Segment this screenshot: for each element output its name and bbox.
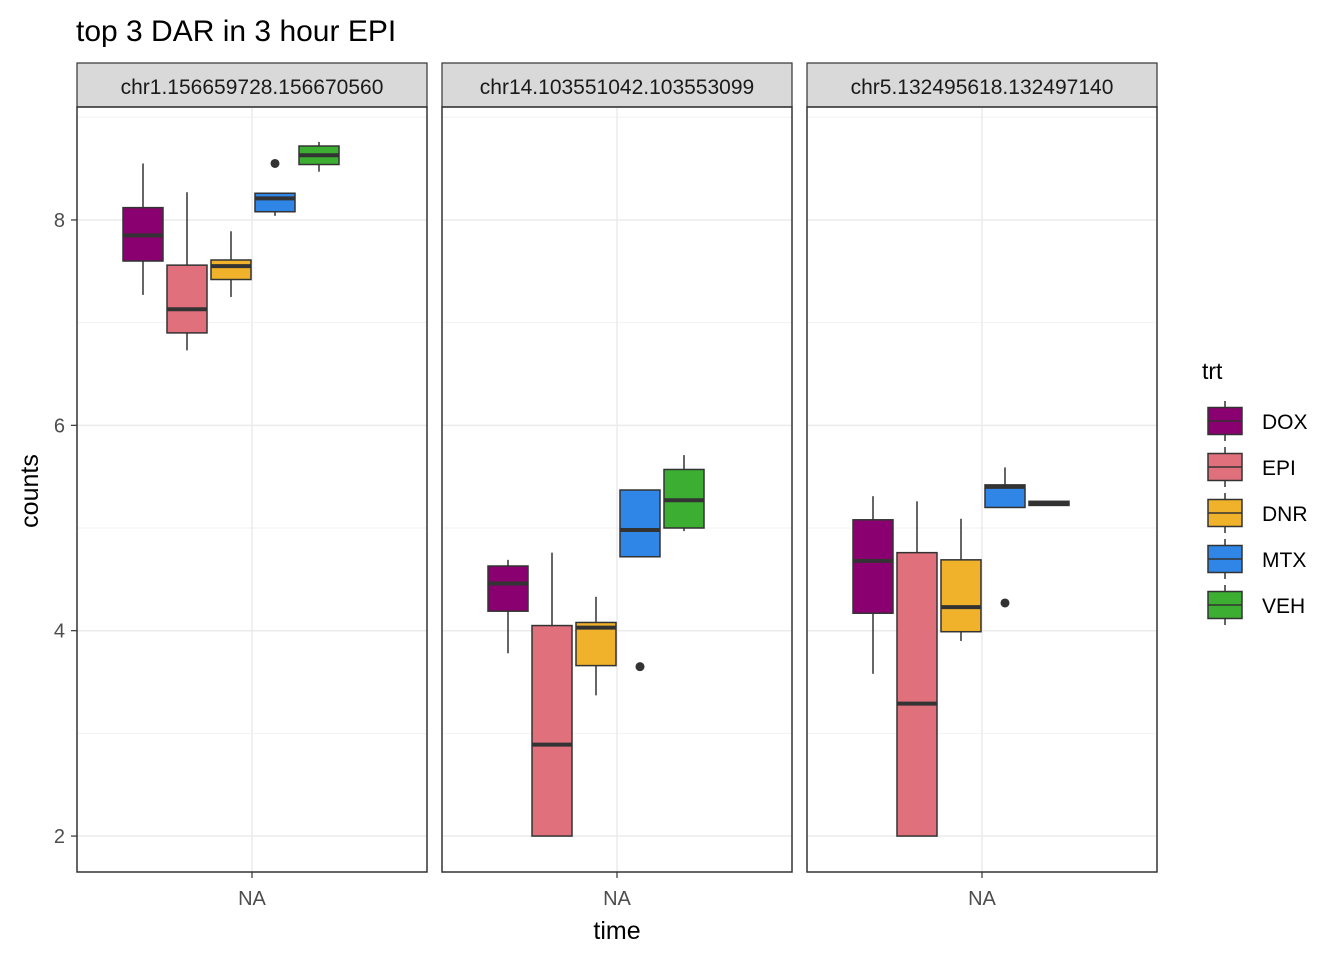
outlier-point xyxy=(635,662,645,672)
legend-item-dox: DOX xyxy=(1207,401,1308,441)
box-veh xyxy=(298,141,340,172)
facet-panel: chr1.156659728.156670560 NA xyxy=(76,62,428,910)
strip-label: chr1.156659728.156670560 xyxy=(121,76,384,99)
box-iqr xyxy=(487,565,529,612)
legend-item-epi: EPI xyxy=(1207,447,1296,487)
box-epi xyxy=(166,192,208,351)
legend-item-mtx: MTX xyxy=(1207,539,1306,579)
box-dnr xyxy=(940,518,982,641)
x-tick-label: NA xyxy=(968,888,996,910)
facet-panel: chr5.132495618.132497140 NA xyxy=(806,62,1158,910)
strip-header xyxy=(806,62,1158,108)
legend-label: DNR xyxy=(1262,503,1308,526)
box-iqr xyxy=(984,484,1026,509)
box-dox xyxy=(852,496,894,674)
box-iqr xyxy=(575,621,617,667)
facet-panel: chr14.103551042.103553099 NA xyxy=(441,62,793,910)
y-tick-label: 6 xyxy=(54,415,65,437)
legend-title: trt xyxy=(1202,358,1223,384)
x-tick-label: NA xyxy=(238,888,266,910)
y-tick-label: 8 xyxy=(54,210,65,232)
box-iqr xyxy=(210,259,252,281)
box-mtx xyxy=(984,467,1026,608)
legend-label: DOX xyxy=(1262,411,1308,434)
box-dox xyxy=(487,559,529,654)
box-iqr xyxy=(254,192,296,213)
strip-label: chr5.132495618.132497140 xyxy=(851,76,1114,99)
legend-label: VEH xyxy=(1262,595,1305,618)
box-dnr xyxy=(210,231,252,297)
legend-label: MTX xyxy=(1262,549,1306,572)
box-mtx xyxy=(254,158,296,216)
outlier-point xyxy=(270,158,280,168)
x-tick-label: NA xyxy=(603,888,631,910)
strip-label: chr14.103551042.103553099 xyxy=(480,76,754,99)
box-veh xyxy=(1028,500,1070,507)
box-iqr xyxy=(166,264,208,334)
box-dox xyxy=(122,163,164,295)
legend-item-veh: VEH xyxy=(1207,585,1305,625)
strip-header xyxy=(76,62,428,108)
box-iqr xyxy=(852,519,894,614)
strip-header xyxy=(441,62,793,108)
legend-label: EPI xyxy=(1262,457,1296,480)
box-epi xyxy=(896,501,938,837)
y-tick-label: 2 xyxy=(54,826,65,848)
y-tick-label: 4 xyxy=(54,621,65,643)
x-axis-title: time xyxy=(593,917,640,945)
box-dnr xyxy=(575,596,617,696)
legend: trt DOX EPI DNR MTX VEH xyxy=(1202,358,1308,625)
box-iqr xyxy=(531,624,573,837)
legend-item-dnr: DNR xyxy=(1207,493,1308,533)
y-axis: 2 4 6 8 xyxy=(54,210,77,848)
box-iqr xyxy=(619,489,661,558)
box-iqr xyxy=(896,551,938,837)
facet-panels: chr1.156659728.156670560NAchr14.10355104… xyxy=(54,62,1158,910)
chart-title: top 3 DAR in 3 hour EPI xyxy=(76,15,396,48)
box-epi xyxy=(531,552,573,837)
outlier-point xyxy=(1000,598,1010,608)
box-iqr xyxy=(940,559,982,633)
box-mtx xyxy=(619,489,661,672)
box-veh xyxy=(663,455,705,532)
y-axis-title: counts xyxy=(16,454,44,528)
